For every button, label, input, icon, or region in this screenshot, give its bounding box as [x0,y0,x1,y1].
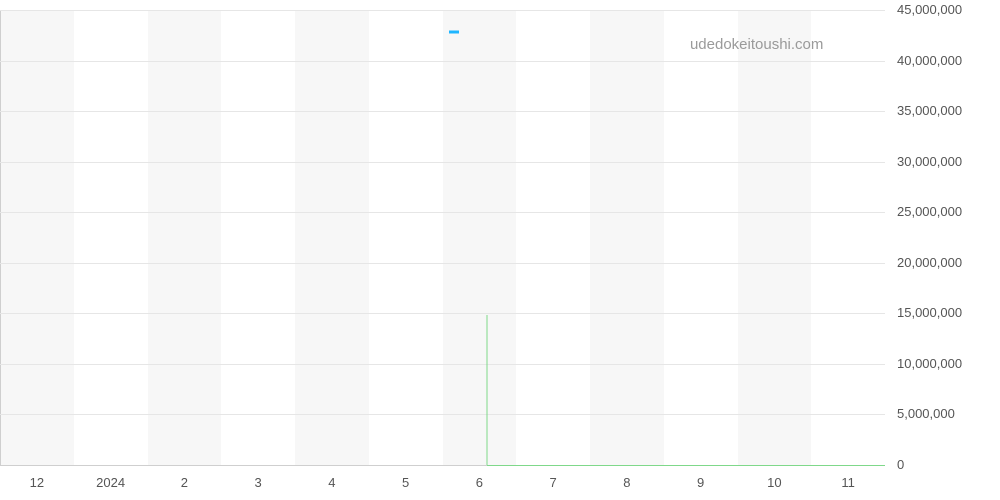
x-band [664,10,738,465]
price-chart: 0 5,000,000 10,000,000 15,000,000 20,000,000… [0,0,1000,500]
grid-line [0,414,885,415]
x-band [148,10,222,465]
watermark-text: udedokeitoushi.com [690,36,823,53]
y-tick-label: 30,000,000 [897,154,962,169]
x-tick-label: 4 [328,475,335,490]
grid-line [0,364,885,365]
x-band [590,10,664,465]
grid-line [0,162,885,163]
data-point [449,31,459,34]
x-band [295,10,369,465]
grid-line [0,61,885,62]
grid-line [0,111,885,112]
y-tick-label: 5,000,000 [897,406,955,421]
x-tick-label: 12 [30,475,44,490]
y-tick-label: 25,000,000 [897,204,962,219]
plot-area [0,10,885,465]
grid-line [0,263,885,264]
y-tick-label: 20,000,000 [897,255,962,270]
x-band [221,10,295,465]
y-tick-label: 40,000,000 [897,53,962,68]
x-tick-label: 6 [476,475,483,490]
x-band [738,10,812,465]
grid-line [0,313,885,314]
y-tick-label: 15,000,000 [897,305,962,320]
x-band [811,10,885,465]
y-tick-label: 35,000,000 [897,103,962,118]
grid-line [0,10,885,11]
x-tick-label: 8 [623,475,630,490]
x-tick-label: 9 [697,475,704,490]
grid-line [0,212,885,213]
x-tick-label: 2024 [96,475,125,490]
y-tick-label: 0 [897,457,904,472]
x-tick-label: 10 [767,475,781,490]
x-band [443,10,517,465]
x-tick-label: 7 [550,475,557,490]
baseline-segment [487,465,885,466]
x-band [369,10,443,465]
x-band [0,10,74,465]
plot-left-border [0,10,1,465]
y-tick-label: 45,000,000 [897,2,962,17]
x-band [74,10,148,465]
x-band [516,10,590,465]
y-tick-label: 10,000,000 [897,356,962,371]
x-tick-label: 2 [181,475,188,490]
x-tick-label: 11 [841,475,855,490]
x-tick-label: 5 [402,475,409,490]
x-tick-label: 3 [255,475,262,490]
volume-bar [486,315,487,465]
